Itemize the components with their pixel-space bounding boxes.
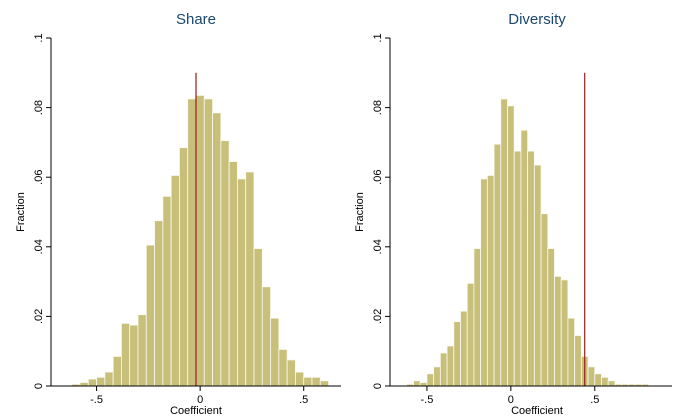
diversity-histogram-bar — [594, 373, 602, 387]
share-histogram-bar — [87, 378, 97, 387]
share-x-tick-label: .5 — [299, 394, 308, 406]
share-y-tick-label: .04 — [33, 239, 45, 254]
diversity-histogram-bar — [520, 129, 529, 387]
share-histogram-bar — [278, 349, 288, 387]
share-histogram-bar — [145, 244, 155, 387]
diversity-x-tick-label: 0 — [508, 394, 514, 406]
diversity-panel: Diversity Fraction Coefficient 0 .02 .04 .0… — [354, 11, 672, 417]
share-histogram-bar — [121, 322, 131, 387]
share-histogram-bar — [228, 161, 238, 387]
share-histogram-bar — [79, 382, 89, 387]
diversity-histogram-bar — [500, 98, 508, 387]
diversity-histogram-bar — [413, 380, 421, 387]
diversity-y-tick-label: .08 — [372, 100, 384, 115]
diversity-y-tick-label: .02 — [372, 309, 384, 324]
diversity-bars — [406, 98, 649, 387]
share-histogram-bar — [154, 220, 164, 387]
share-histogram-bar — [96, 376, 106, 387]
diversity-histogram-bar — [460, 310, 468, 387]
share-x-tick-label: -.5 — [90, 394, 103, 406]
diversity-histogram-bar — [446, 345, 455, 387]
share-bars — [71, 95, 329, 387]
diversity-histogram-bar — [466, 282, 475, 387]
diversity-x-axis-label: Coefficient — [511, 405, 563, 417]
diversity-histogram-bar — [567, 317, 576, 387]
share-x-tick-label: 0 — [197, 394, 203, 406]
share-panel: Share Fraction Coefficient 0 .02 .04 .06 .08… — [15, 11, 341, 417]
share-histogram-bar — [170, 175, 180, 387]
share-y-tick-label: .06 — [33, 170, 45, 185]
diversity-histogram-bar — [453, 321, 461, 387]
share-histogram-bar — [261, 286, 271, 387]
share-histogram-bar — [286, 359, 296, 387]
diversity-y-tick-label: .1 — [372, 33, 384, 42]
share-histogram-bar — [203, 98, 213, 387]
diversity-histogram-bar — [473, 248, 482, 387]
share-histogram-bar — [112, 356, 122, 387]
share-histogram-bar — [104, 371, 114, 387]
diversity-histogram-bar — [533, 164, 542, 387]
diversity-title: Diversity — [508, 11, 566, 28]
share-histogram-bar — [212, 112, 222, 387]
diversity-axes: 0 .02 .04 .06 .08 .1 -.5 0 .5 — [372, 33, 672, 406]
diversity-histogram-bar — [419, 382, 428, 387]
share-y-tick-label: .02 — [33, 309, 45, 324]
share-histogram-bar — [187, 98, 197, 387]
diversity-x-tick-label: -.5 — [421, 394, 434, 406]
diversity-histogram-bar — [574, 335, 582, 387]
share-histogram-bar — [237, 178, 247, 387]
share-histogram-bar — [253, 248, 263, 387]
share-histogram-bar — [303, 376, 313, 387]
diversity-histogram-bar — [607, 380, 616, 387]
share-histogram-bar — [162, 195, 172, 387]
share-histogram-bar — [295, 371, 305, 387]
share-axes: 0 .02 .04 .06 .08 .1 -.5 0 .5 — [33, 33, 341, 406]
diversity-histogram-bar — [554, 275, 562, 387]
share-histogram-bar — [195, 95, 205, 387]
share-title: Share — [176, 11, 216, 28]
share-histogram-bar — [319, 380, 329, 387]
share-histogram-bar — [137, 314, 147, 387]
diversity-histogram-bar — [486, 175, 495, 387]
share-y-tick-label: .1 — [33, 33, 45, 42]
diversity-histogram-bar — [433, 366, 441, 387]
diversity-histogram-bar — [480, 178, 488, 387]
diversity-histogram-bar — [513, 150, 522, 387]
diversity-histogram-bar — [527, 150, 535, 387]
diversity-y-axis-label: Fraction — [354, 192, 366, 232]
diversity-histogram-bar — [439, 352, 448, 387]
share-y-axis-label: Fraction — [15, 192, 27, 232]
diversity-histogram-bar — [540, 213, 549, 387]
share-histogram-bar — [311, 376, 321, 387]
diversity-y-tick-label: 0 — [372, 383, 384, 389]
share-y-tick-label: .08 — [33, 100, 45, 115]
diversity-histogram-bar — [547, 248, 555, 387]
diversity-x-tick-label: .5 — [590, 394, 599, 406]
diversity-histogram-bar — [507, 105, 515, 387]
diversity-y-tick-label: .04 — [372, 239, 384, 254]
diversity-histogram-bar — [587, 366, 596, 387]
share-histogram-bar — [220, 140, 230, 387]
share-histogram-bar — [179, 147, 189, 387]
share-histogram-bar — [245, 171, 255, 387]
diversity-histogram-bar — [560, 279, 569, 387]
diversity-histogram-bar — [426, 373, 435, 387]
share-histogram-bar — [129, 324, 139, 387]
share-x-axis-label: Coefficient — [170, 405, 222, 417]
share-y-tick-label: 0 — [33, 383, 45, 389]
diversity-y-tick-label: .06 — [372, 170, 384, 185]
diversity-histogram-bar — [601, 376, 609, 387]
diversity-histogram-bar — [493, 143, 502, 387]
share-histogram-bar — [270, 317, 280, 387]
